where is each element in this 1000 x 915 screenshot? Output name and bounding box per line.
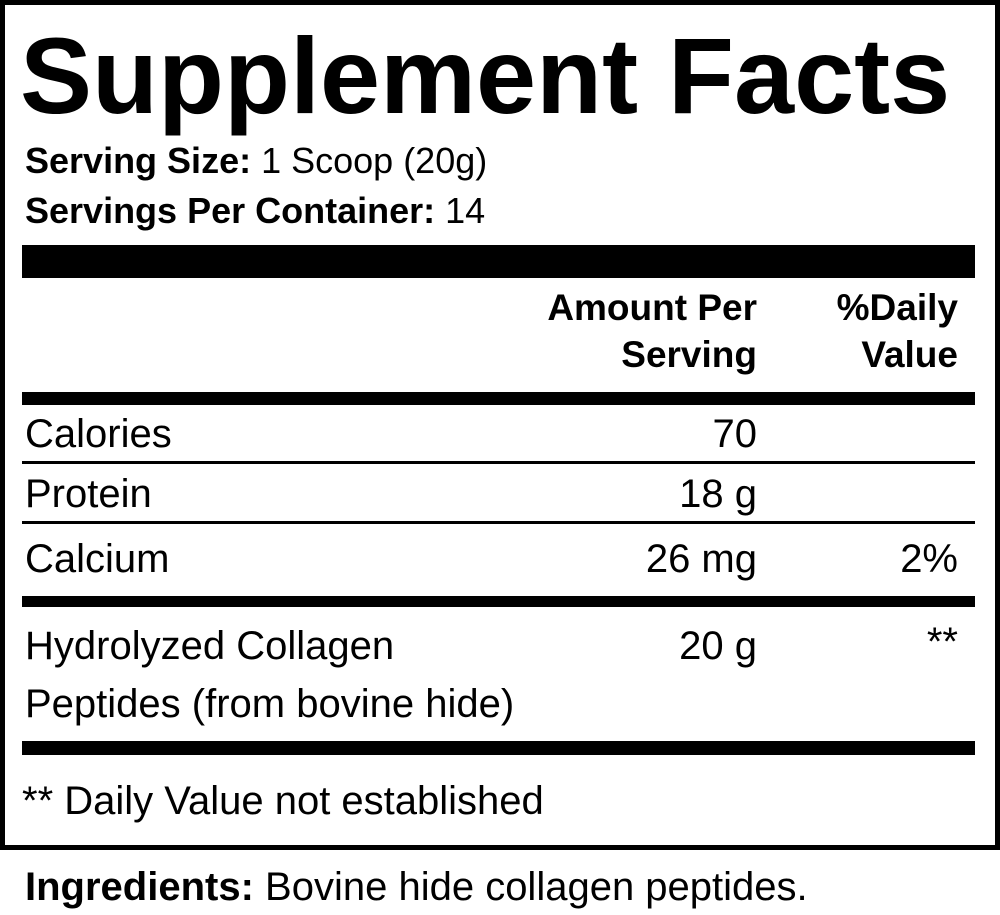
serving-size-label: Serving Size: bbox=[25, 140, 252, 181]
nutrient-daily-value: 2% bbox=[900, 537, 958, 581]
nutrient-amount: 70 bbox=[712, 412, 758, 456]
divider-thin bbox=[22, 461, 975, 464]
supplement-facts-panel bbox=[0, 0, 1000, 850]
servings-per-container-value: 14 bbox=[445, 190, 486, 231]
divider-thin bbox=[22, 521, 975, 524]
amount-header-line1: Amount Per bbox=[547, 287, 757, 328]
amount-per-serving-header: Amount Per Serving bbox=[547, 284, 757, 378]
ingredients-value: Bovine hide collagen peptides. bbox=[265, 865, 808, 909]
ingredient-name-line2: Peptides (from bovine hide) bbox=[25, 682, 515, 726]
dv-header-line1: %Daily bbox=[836, 287, 958, 328]
divider-medium bbox=[22, 596, 975, 607]
servings-per-container-label: Servings Per Container: bbox=[25, 190, 436, 231]
serving-size-value: 1 Scoop (20g) bbox=[261, 140, 488, 181]
nutrient-amount: 18 g bbox=[679, 472, 757, 516]
nutrient-amount: 20 g bbox=[679, 624, 757, 668]
ingredient-name-line1: Hydrolyzed Collagen bbox=[25, 624, 395, 668]
nutrient-amount: 26 mg bbox=[645, 537, 757, 581]
panel-title: Supplement Facts bbox=[20, 15, 951, 136]
dv-header-line2: Value bbox=[861, 334, 958, 375]
nutrient-name: Protein bbox=[25, 472, 152, 516]
ingredients-label: Ingredients: bbox=[25, 865, 254, 909]
divider-thick bbox=[22, 245, 975, 278]
footnote: ** Daily Value not established bbox=[22, 779, 544, 823]
divider-thick bbox=[22, 741, 975, 755]
nutrient-name: Calories bbox=[25, 412, 172, 456]
servings-per-container: Servings Per Container: 14 bbox=[25, 193, 485, 229]
nutrient-name: Calcium bbox=[25, 537, 170, 581]
amount-header-line2: Serving bbox=[621, 334, 757, 375]
divider-medium bbox=[22, 392, 975, 405]
daily-value-header: %Daily Value bbox=[837, 284, 958, 378]
serving-size: Serving Size: 1 Scoop (20g) bbox=[25, 143, 487, 179]
ingredients: Ingredients: Bovine hide collagen peptid… bbox=[25, 867, 808, 907]
nutrient-daily-value: ** bbox=[926, 620, 958, 664]
